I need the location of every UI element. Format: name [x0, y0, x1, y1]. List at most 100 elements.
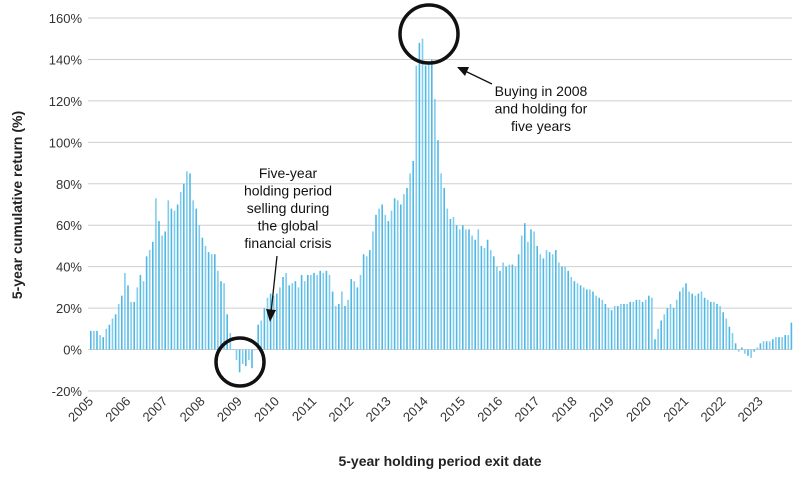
bar	[688, 291, 690, 350]
bar	[390, 210, 393, 350]
bar	[617, 306, 619, 350]
bar	[648, 295, 650, 350]
y-tick-label: 160%	[49, 11, 83, 26]
bar	[455, 225, 458, 350]
annotation-gfc: Five-year holding period selling during the…	[214, 165, 332, 388]
bar	[471, 235, 473, 350]
bar	[787, 335, 790, 350]
bar	[762, 341, 765, 350]
y-tick-label: 80%	[56, 177, 82, 192]
bar	[567, 270, 569, 350]
bar	[431, 59, 433, 350]
bar	[254, 349, 256, 351]
bar	[511, 264, 514, 350]
bar	[381, 204, 383, 350]
bar	[282, 277, 284, 350]
annotation-line: selling during	[247, 200, 330, 216]
bar	[341, 291, 343, 350]
bar	[548, 252, 551, 350]
bar	[161, 235, 163, 350]
bar	[449, 219, 452, 350]
bar	[477, 229, 480, 350]
bar	[96, 330, 98, 350]
x-axis-title: 5-year holding period exit date	[338, 453, 541, 469]
bar	[167, 200, 170, 350]
bar	[344, 306, 346, 350]
x-tick-label: 2021	[660, 394, 691, 425]
bar	[731, 332, 734, 350]
bar	[362, 254, 365, 350]
bar	[176, 204, 179, 350]
bar	[691, 293, 693, 350]
bar	[629, 301, 631, 350]
bar	[207, 252, 210, 350]
bar	[313, 272, 315, 350]
bar	[186, 171, 188, 350]
bar	[651, 297, 653, 350]
bar	[558, 262, 560, 350]
bar	[641, 301, 644, 350]
bar	[638, 299, 641, 350]
x-tick-label: 2011	[289, 394, 319, 424]
annotation-line: holding period	[244, 183, 332, 199]
bar	[679, 291, 681, 350]
x-tick-label: 2020	[623, 394, 654, 425]
bar	[474, 239, 476, 350]
bar	[530, 229, 532, 350]
bar	[204, 245, 207, 350]
bar	[462, 225, 464, 350]
bars	[90, 38, 793, 373]
bar	[183, 183, 185, 350]
bar	[694, 295, 697, 350]
bar	[555, 250, 557, 350]
bar	[756, 347, 759, 350]
bar	[781, 337, 783, 350]
x-tick-label: 2008	[177, 394, 208, 425]
arrowhead-icon	[457, 67, 469, 76]
bar	[480, 245, 483, 350]
bar	[406, 187, 408, 350]
x-axis-ticks: 2005 2006 2007 2008 2009 2010 2011 2012 2013 2014…	[65, 394, 766, 425]
bar	[393, 198, 396, 350]
bar	[117, 303, 120, 350]
bar	[189, 173, 191, 350]
bar	[396, 200, 399, 350]
x-tick-label: 2019	[586, 394, 617, 425]
bar	[452, 216, 455, 350]
y-tick-label: 140%	[49, 52, 83, 67]
y-tick-label: 20%	[56, 301, 82, 316]
bar	[505, 266, 507, 350]
bar	[592, 291, 594, 350]
bar	[90, 330, 92, 350]
bar	[542, 258, 545, 350]
bar	[198, 225, 201, 350]
bar	[139, 274, 142, 350]
bar	[564, 266, 566, 350]
bar	[217, 270, 219, 350]
bar	[241, 349, 244, 365]
bar	[626, 303, 628, 350]
bar	[353, 281, 356, 350]
x-tick-label: 2017	[511, 394, 542, 425]
x-tick-label: 2007	[139, 394, 170, 425]
annotation-line: Buying in 2008	[495, 83, 588, 99]
bar	[245, 349, 247, 367]
bar	[527, 241, 529, 350]
bar	[319, 270, 321, 350]
y-tick-label: 0%	[63, 343, 82, 358]
bar	[536, 245, 538, 350]
bar	[155, 198, 157, 350]
bar	[310, 274, 312, 350]
bar	[307, 274, 309, 350]
bar	[604, 303, 607, 350]
bar	[288, 285, 290, 350]
bar	[285, 272, 287, 350]
bar	[753, 349, 755, 352]
bar	[378, 208, 380, 350]
bar	[338, 303, 340, 350]
bar	[725, 318, 728, 350]
bar	[347, 299, 349, 350]
bar	[775, 337, 777, 350]
bar	[164, 231, 166, 350]
bar	[514, 266, 517, 350]
